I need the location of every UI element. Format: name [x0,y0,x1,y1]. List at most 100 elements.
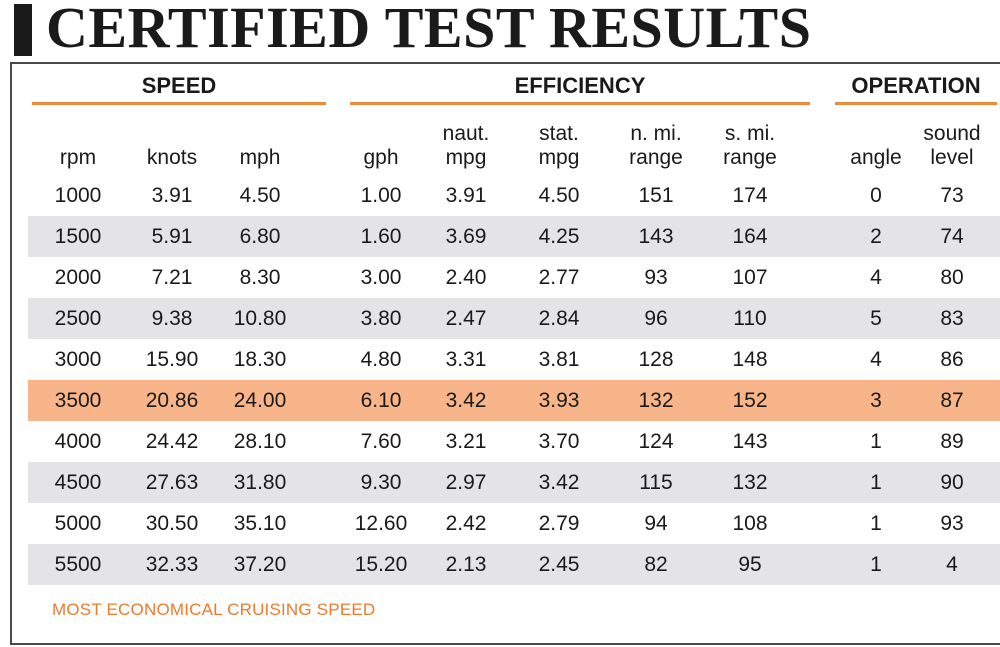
cell-rpm: 3500 [54,389,102,412]
cell-nmi-range: 115 [639,471,673,494]
table-row: 3000 15.90 18.30 4.80 3.31 3.81 128 148 4 86 [28,339,1000,380]
cell-knots: 20.86 [145,389,199,412]
cell-smi-range: 107 [732,266,768,289]
cell-stat-mpg: 3.70 [538,430,580,453]
cell-gph: 9.30 [360,471,402,494]
cell-nmi-range: 143 [638,225,674,248]
cell-rpm: 5500 [54,553,102,576]
cell-naut-mpg: 3.69 [445,225,487,248]
cell-stat-mpg: 4.50 [538,184,580,207]
cell-angle: 1 [870,430,882,453]
cell-mph: 6.80 [239,225,281,248]
footnote: MOST ECONOMICAL CRUISING SPEED [52,600,376,619]
cell-knots: 24.42 [145,430,199,453]
column-header-knots: knots [146,146,198,169]
table-frame [10,62,1000,645]
cell-naut-mpg: 2.42 [445,512,487,535]
cell-smi-range: 152 [732,389,768,412]
cell-angle: 1 [870,512,882,535]
cell-naut-mpg: 2.47 [445,307,487,330]
cell-rpm: 1500 [54,225,102,248]
cell-sound-level: 80 [940,266,964,289]
column-header-gph: gph [363,146,399,169]
cell-mph: 8.30 [239,266,281,289]
cell-sound-level: 87 [940,389,964,412]
cell-stat-mpg: 2.45 [538,553,580,576]
cell-mph: 37.20 [233,553,287,576]
cell-knots: 27.63 [145,471,199,494]
column-header-nmi-range: n. mi. range [629,122,683,169]
cell-sound-level: 90 [940,471,964,494]
cell-rpm: 2000 [54,266,102,289]
cell-mph: 28.10 [233,430,287,453]
cell-knots: 7.21 [151,266,193,289]
table-row: 5500 32.33 37.20 15.20 2.13 2.45 82 95 1 4 [28,544,1000,585]
cell-gph: 6.10 [360,389,402,412]
column-header-smi-range: s. mi. range [723,122,777,169]
cell-angle: 2 [870,225,882,248]
column-header-mph: mph [239,146,281,169]
table-row: 2000 7.21 8.30 3.00 2.40 2.77 93 107 4 80 [28,257,1000,298]
cell-stat-mpg: 2.77 [538,266,580,289]
cell-naut-mpg: 2.13 [445,553,487,576]
table-row: 1000 3.91 4.50 1.00 3.91 4.50 151 174 0 73 [28,175,1000,216]
cell-naut-mpg: 2.40 [445,266,487,289]
cell-gph: 4.80 [360,348,402,371]
cell-mph: 4.50 [239,184,281,207]
cell-stat-mpg: 3.81 [538,348,580,371]
cell-rpm: 4000 [54,430,102,453]
cell-gph: 15.20 [354,553,408,576]
cell-stat-mpg: 2.79 [538,512,580,535]
cell-naut-mpg: 2.97 [445,471,487,494]
column-header-stat-mpg: stat. mpg [538,122,580,169]
cell-gph: 7.60 [360,430,402,453]
cell-angle: 0 [870,184,882,207]
cell-rpm: 3000 [54,348,102,371]
cell-sound-level: 4 [946,553,958,576]
cell-smi-range: 148 [732,348,768,371]
table-row: 2500 9.38 10.80 3.80 2.47 2.84 96 110 5 83 [28,298,1000,339]
table-row: 4000 24.42 28.10 7.60 3.21 3.70 124 143 1 89 [28,421,1000,462]
table-row-highlighted: 3500 20.86 24.00 6.10 3.42 3.93 132 152 3 87 [28,380,1000,421]
cell-naut-mpg: 3.91 [445,184,487,207]
cell-naut-mpg: 3.42 [445,389,487,412]
column-header-sound-level: sound level [923,122,981,169]
cell-gph: 12.60 [354,512,408,535]
cell-nmi-range: 151 [638,184,674,207]
cell-gph: 3.80 [360,307,402,330]
cell-stat-mpg: 3.42 [538,471,580,494]
cell-knots: 32.33 [145,553,199,576]
cell-angle: 1 [870,553,882,576]
cell-mph: 18.30 [233,348,287,371]
cell-nmi-range: 124 [638,430,674,453]
cell-sound-level: 86 [940,348,964,371]
group-header-efficiency: EFFICIENCY [350,70,810,105]
title-accent-bar [14,4,32,56]
cell-nmi-range: 128 [638,348,674,371]
cell-smi-range: 132 [732,471,768,494]
cell-smi-range: 108 [732,512,768,535]
cell-angle: 4 [870,266,882,289]
group-header-speed: SPEED [32,70,326,105]
cell-sound-level: 73 [940,184,964,207]
cell-mph: 24.00 [233,389,287,412]
cell-gph: 3.00 [360,266,402,289]
cell-rpm: 5000 [54,512,102,535]
cell-rpm: 2500 [54,307,102,330]
cell-smi-range: 95 [738,553,762,576]
cell-sound-level: 93 [940,512,964,535]
cell-rpm: 1000 [54,184,102,207]
cell-gph: 1.00 [360,184,402,207]
table-row: 4500 27.63 31.80 9.30 2.97 3.42 115 132 1 90 [28,462,1000,503]
table-row: 5000 30.50 35.10 12.60 2.42 2.79 94 108 1 93 [28,503,1000,544]
cell-gph: 1.60 [360,225,402,248]
column-header-angle: angle [850,146,902,169]
cell-knots: 15.90 [145,348,199,371]
cell-smi-range: 110 [733,307,767,330]
cell-sound-level: 74 [940,225,964,248]
cell-nmi-range: 96 [644,307,668,330]
cell-angle: 1 [870,471,882,494]
cell-smi-range: 164 [732,225,768,248]
cell-rpm: 4500 [54,471,102,494]
cell-smi-range: 174 [732,184,768,207]
